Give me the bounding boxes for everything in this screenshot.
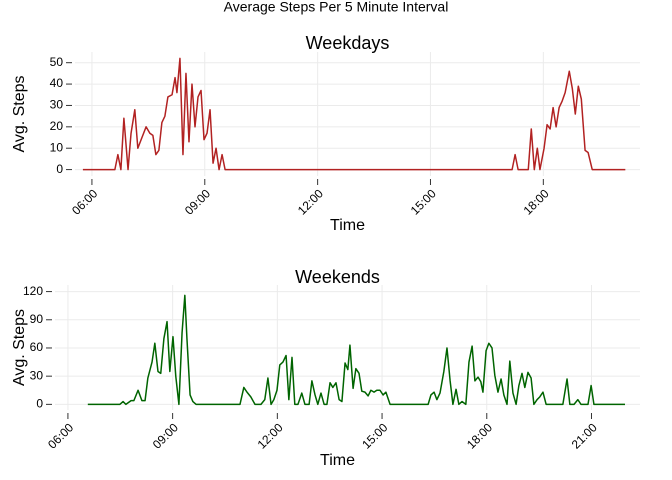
data-line xyxy=(82,57,626,171)
x-axis-label: Time xyxy=(330,217,365,234)
y-tick-label: 120 xyxy=(23,284,43,298)
y-tick-label: 0 xyxy=(36,397,43,411)
y-tick-label: 90 xyxy=(30,312,44,326)
x-tick-label: 21:00 xyxy=(569,420,600,451)
y-tick-label: 50 xyxy=(50,55,64,69)
x-tick-label: 06:00 xyxy=(69,186,100,217)
y-tick-label: 40 xyxy=(50,76,64,90)
x-tick-label: 06:00 xyxy=(45,420,76,451)
x-tick-label: 18:00 xyxy=(521,186,552,217)
data-line xyxy=(87,294,625,406)
y-tick-label: 0 xyxy=(56,162,63,176)
panel-title: Weekdays xyxy=(306,33,390,53)
page-title: Average Steps Per 5 Minute Interval xyxy=(224,0,449,15)
y-tick-label: 30 xyxy=(50,98,64,112)
x-tick-label: 09:00 xyxy=(150,420,181,451)
x-tick-label: 09:00 xyxy=(182,186,213,217)
x-axis-label: Time xyxy=(320,452,355,469)
x-tick-label: 15:00 xyxy=(408,186,439,217)
y-tick-label: 10 xyxy=(50,140,64,154)
x-tick-label: 12:00 xyxy=(255,420,286,451)
x-tick-label: 18:00 xyxy=(464,420,495,451)
y-tick-label: 30 xyxy=(30,368,44,382)
panel-title: Weekends xyxy=(295,267,380,287)
x-tick-label: 15:00 xyxy=(359,420,390,451)
x-tick-label: 12:00 xyxy=(295,186,326,217)
y-axis-label: Avg. Steps xyxy=(11,75,28,152)
y-tick-label: 20 xyxy=(50,119,64,133)
y-axis-label: Avg. Steps xyxy=(11,309,28,386)
y-tick-label: 60 xyxy=(30,340,44,354)
